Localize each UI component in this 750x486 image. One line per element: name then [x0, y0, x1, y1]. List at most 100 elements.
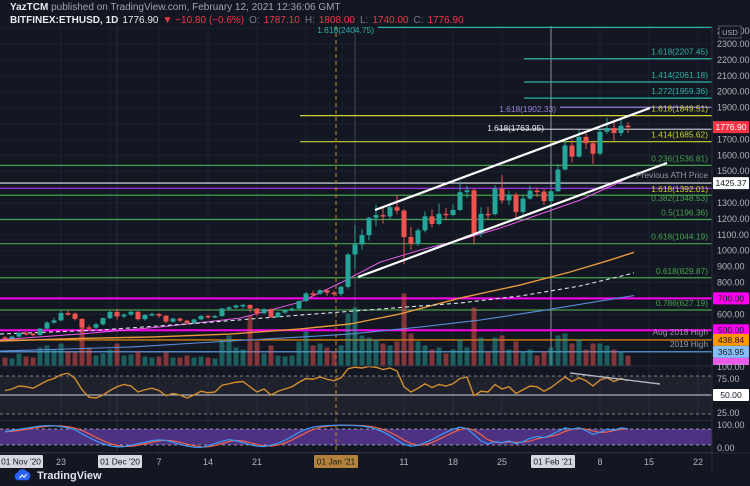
last-price-chip-text: 1776.90: [715, 122, 746, 132]
candle: [590, 143, 596, 154]
candle: [380, 215, 386, 217]
volume-bar: [408, 333, 414, 366]
time-axis-chip[interactable]: [531, 455, 575, 468]
level-note-label: 2019 High: [670, 339, 709, 349]
volume-bar: [303, 331, 309, 366]
time-axis-label: 21: [252, 457, 262, 467]
time-axis-chip[interactable]: [98, 455, 142, 468]
level-note-label: Previous ATH Price: [636, 170, 708, 180]
volume-bar: [359, 335, 365, 366]
price-change: ▼ −10.80 (−0.6%): [162, 15, 245, 26]
price-scale-chip[interactable]: [713, 292, 749, 305]
volume-bar: [219, 339, 225, 366]
price-axis-label: 2100.00: [717, 71, 750, 81]
candle: [555, 169, 561, 192]
close-label: C:: [413, 15, 424, 26]
time-axis-chip[interactable]: [314, 455, 358, 468]
candle: [289, 308, 295, 311]
candle: [247, 304, 253, 309]
candle: [65, 313, 71, 315]
volume-bar: [618, 351, 624, 366]
candle: [422, 216, 428, 231]
volume-bar: [457, 339, 463, 366]
fib-level-label: 0.786(627.19): [656, 298, 708, 308]
price-scale-chip[interactable]: [713, 333, 749, 346]
volume-bar: [93, 355, 99, 366]
volume-bar: [555, 335, 561, 366]
price-axis-label: 2000.00: [717, 87, 750, 97]
candle: [625, 125, 631, 128]
volume-bar: [205, 357, 211, 366]
candle: [464, 190, 470, 193]
low-value: 1740.00: [372, 15, 409, 26]
currency-unit-chip[interactable]: [718, 25, 742, 39]
volume-bar: [513, 341, 519, 366]
volume-bar: [114, 343, 120, 366]
time-axis-label: 11: [399, 457, 408, 467]
price-axis-label: 1600.00: [717, 150, 750, 160]
price-axis-label: 1700.00: [717, 134, 750, 144]
volume-bar: [226, 335, 232, 366]
price-axis-label: 800.00: [717, 278, 745, 288]
time-axis-chip-text: 01 Nov '20: [1, 457, 41, 467]
chart-header: YazTCM published on TradingView.com, Feb…: [10, 2, 464, 27]
volume-series: [2, 293, 631, 366]
rsi-axis-label: 100.00: [717, 362, 745, 372]
tradingview-logo-icon[interactable]: [13, 469, 33, 483]
rsi-value-chip[interactable]: [713, 389, 749, 401]
candle: [408, 237, 414, 244]
stoch-k-line: [4, 424, 629, 449]
candle: [205, 315, 211, 318]
volume-bar: [520, 351, 526, 366]
time-axis-label: 22: [693, 457, 703, 467]
time-axis-chip[interactable]: [0, 455, 43, 468]
rsi-line: [4, 365, 629, 399]
candle: [177, 318, 183, 321]
candle: [611, 127, 617, 134]
candle: [86, 327, 92, 329]
volume-bar: [345, 313, 351, 366]
volume-bar: [156, 356, 162, 366]
candle: [373, 215, 379, 218]
last-price-chip[interactable]: [713, 121, 749, 134]
candle: [443, 213, 449, 216]
volume-bar: [541, 351, 547, 366]
price-scale-chip[interactable]: [713, 324, 749, 337]
volume-bar: [450, 349, 456, 366]
rsi-axis-label: 25.00: [717, 408, 740, 418]
candle: [79, 318, 85, 328]
candle: [156, 313, 162, 316]
candle: [317, 290, 323, 294]
symbol-line: BITFINEX:ETHUSD, 1D 1776.90 ▼ −10.80 (−0.6…: [10, 15, 464, 27]
candle: [401, 210, 407, 238]
candle: [184, 320, 190, 324]
volume-bar: [583, 349, 589, 366]
rsi-axis-label: 75.00: [717, 374, 740, 384]
candle: [303, 293, 309, 302]
volume-bar: [44, 345, 50, 366]
candle: [2, 337, 8, 339]
volume-bar: [177, 357, 183, 366]
price-scale-chip[interactable]: [713, 177, 749, 190]
volume-bar: [478, 337, 484, 366]
candle: [121, 314, 127, 317]
low-label: L:: [360, 15, 369, 26]
candle: [44, 322, 50, 329]
volume-bar: [86, 347, 92, 366]
tradingview-logo-text[interactable]: TradingView: [37, 470, 102, 482]
volume-bar: [485, 351, 491, 366]
volume-bar: [212, 358, 218, 366]
open-value: 1787.10: [263, 15, 300, 26]
stoch-axis-label: 0.00: [717, 443, 735, 453]
candle: [562, 145, 568, 170]
candle: [331, 292, 337, 295]
grid-layer: [0, 26, 712, 452]
candle: [485, 213, 491, 216]
volume-bar: [387, 345, 393, 366]
price-scale-chip[interactable]: [713, 345, 749, 358]
volume-bar: [534, 355, 540, 366]
candle: [226, 307, 232, 309]
volume-bar: [576, 339, 582, 366]
